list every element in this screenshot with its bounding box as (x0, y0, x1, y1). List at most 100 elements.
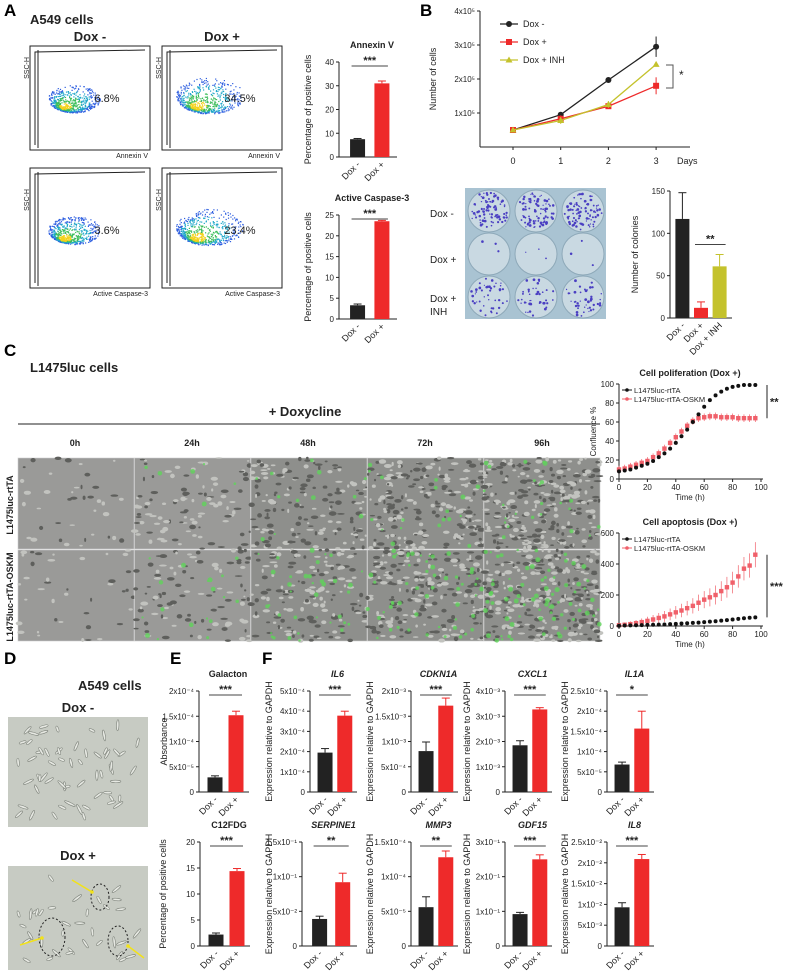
data-point (639, 623, 644, 628)
colony (588, 306, 591, 309)
legend-label: L1475luc-rtTA-OSKM (634, 395, 705, 404)
y-tick-label: 10 (325, 273, 334, 282)
cell (384, 546, 390, 551)
flow-event (54, 102, 56, 104)
cell (588, 530, 592, 533)
green-signal (588, 534, 591, 537)
cell (171, 538, 179, 542)
cell (200, 618, 205, 623)
flow-event (73, 233, 75, 235)
flow-event (209, 105, 211, 107)
cell (212, 609, 217, 612)
flow-event (53, 105, 55, 107)
cell (353, 533, 359, 537)
cell (101, 501, 106, 506)
flow-event (208, 236, 210, 238)
cell (397, 464, 402, 469)
flow-event (49, 95, 51, 97)
flow-event (98, 99, 100, 101)
colony (532, 278, 536, 282)
cell (175, 583, 182, 588)
flow-event (185, 107, 187, 109)
cell (553, 513, 559, 518)
flow-event (227, 108, 229, 110)
colony (594, 215, 597, 219)
cell (404, 493, 407, 498)
y-tick-label: 2.5x10⁻² (571, 838, 602, 847)
green-signal (367, 462, 373, 468)
flow-event (219, 233, 221, 235)
flow-event (182, 102, 184, 104)
flow-event (81, 103, 83, 105)
colony (490, 307, 493, 310)
cell (149, 514, 157, 518)
flow-event (201, 230, 203, 232)
flow-event (70, 233, 72, 235)
cell (365, 486, 368, 489)
flow-event (189, 239, 191, 241)
cell (125, 588, 129, 592)
cell (553, 484, 560, 488)
flow-event (64, 230, 66, 232)
data-point (662, 446, 667, 451)
flow-event (193, 241, 195, 243)
flow-event (208, 108, 210, 111)
legend-marker (625, 397, 629, 401)
cell (255, 493, 258, 499)
cell (242, 472, 249, 477)
cell (146, 586, 151, 588)
cell (140, 601, 149, 606)
cell (306, 522, 310, 525)
flow-event (82, 233, 84, 235)
cell (198, 526, 201, 529)
cell (508, 518, 516, 522)
cell (517, 475, 520, 478)
flow-event (199, 104, 201, 106)
flow-event (67, 105, 69, 107)
flow-event (206, 110, 208, 112)
flow-event (66, 221, 68, 223)
flow-event (68, 102, 70, 104)
cell (414, 517, 422, 521)
flow-event (234, 95, 236, 97)
flow-event (216, 241, 218, 244)
flow-event (215, 231, 217, 233)
flow-event (85, 233, 87, 235)
colony (471, 294, 475, 298)
cell (91, 533, 95, 536)
data-point (713, 414, 718, 419)
flow-event (180, 87, 182, 89)
y-tick-label: 4x10⁻³ (476, 687, 501, 696)
flow-event (233, 231, 235, 234)
flow-event (211, 226, 213, 228)
flow-event (195, 242, 197, 244)
flow-event (75, 225, 77, 227)
flow-event (210, 224, 212, 226)
flow-event (188, 232, 191, 234)
cell (585, 509, 589, 513)
flow-event (75, 109, 77, 111)
flow-event (67, 223, 69, 226)
flow-event (186, 104, 188, 106)
cell (52, 553, 55, 556)
cell (396, 460, 403, 465)
flow-event (211, 236, 213, 238)
flow-event (66, 242, 68, 244)
flow-event (87, 109, 89, 111)
y-tick-label: 0 (402, 942, 407, 951)
flow-event (79, 101, 81, 103)
flow-event (213, 222, 215, 224)
flow-event (212, 241, 214, 243)
cell (122, 552, 129, 557)
cell (153, 522, 161, 525)
flow-event (222, 221, 224, 223)
legend-label: L1475luc-rtTA-OSKM (634, 544, 705, 553)
flow-event (99, 98, 101, 100)
cell (118, 497, 124, 501)
flow-event (72, 106, 74, 108)
green-signal (235, 556, 239, 561)
flow-event (91, 231, 93, 234)
colony (489, 213, 491, 215)
flow-event (189, 235, 192, 237)
